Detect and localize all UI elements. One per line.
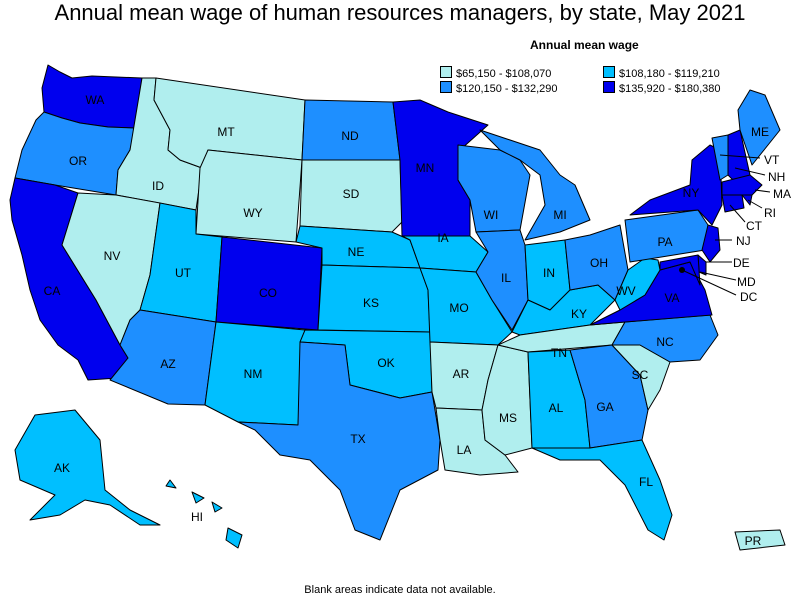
- label-LA: LA: [457, 443, 472, 457]
- label-SC: SC: [632, 368, 649, 382]
- legend-item-3: $120,150 - $132,290: [440, 81, 558, 95]
- label-CO: CO: [259, 286, 277, 300]
- legend-item-2: $108,180 - $119,210: [603, 66, 720, 80]
- state-MI[interactable]: [479, 129, 591, 241]
- legend-item-4: $135,920 - $180,380: [603, 81, 721, 95]
- label-ME: ME: [751, 125, 769, 139]
- label-WV: WV: [616, 284, 635, 298]
- label-NH: NH: [768, 170, 785, 184]
- label-WY: WY: [243, 206, 262, 220]
- label-AL: AL: [549, 401, 564, 415]
- label-AZ: AZ: [160, 357, 175, 371]
- label-ND: ND: [341, 129, 359, 143]
- label-TX: TX: [350, 432, 365, 446]
- state-SD[interactable]: [299, 159, 403, 233]
- state-CT[interactable]: [721, 194, 745, 213]
- label-CT: CT: [746, 219, 763, 233]
- label-NE: NE: [348, 245, 365, 259]
- label-IL: IL: [501, 271, 511, 285]
- label-IA: IA: [437, 231, 448, 245]
- state-WV[interactable]: [614, 257, 661, 311]
- state-PR[interactable]: [734, 529, 786, 551]
- state-WY[interactable]: [195, 149, 303, 243]
- legend-swatch-4: [603, 81, 615, 93]
- label-ID: ID: [152, 179, 164, 193]
- label-CA: CA: [44, 284, 61, 298]
- state-ME[interactable]: [737, 89, 781, 166]
- label-WI: WI: [484, 208, 499, 222]
- state-TX[interactable]: [237, 341, 441, 541]
- state-CO[interactable]: [215, 236, 323, 331]
- state-IL[interactable]: [475, 229, 529, 331]
- label-RI: RI: [764, 206, 776, 220]
- label-UT: UT: [175, 266, 192, 280]
- label-OH: OH: [590, 256, 608, 270]
- label-MD: MD: [737, 275, 756, 289]
- legend-swatch-1: [440, 66, 452, 78]
- label-NM: NM: [244, 367, 263, 381]
- label-NY: NY: [683, 186, 700, 200]
- state-RI[interactable]: [741, 194, 753, 206]
- label-NC: NC: [656, 335, 674, 349]
- label-NJ: NJ: [736, 234, 751, 248]
- label-OK: OK: [377, 356, 394, 370]
- label-VT: VT: [764, 153, 780, 167]
- label-PA: PA: [657, 235, 672, 249]
- label-WA: WA: [86, 93, 105, 107]
- leader-lines: [681, 154, 771, 296]
- legend-item-1: $65,150 - $108,070: [440, 66, 551, 80]
- state-FL[interactable]: [531, 439, 673, 541]
- legend-title: Annual mean wage: [530, 38, 639, 52]
- label-SD: SD: [343, 187, 360, 201]
- state-MA[interactable]: [721, 174, 763, 196]
- label-KY: KY: [571, 307, 587, 321]
- label-NV: NV: [104, 249, 121, 263]
- label-MT: MT: [217, 125, 235, 139]
- label-OR: OR: [69, 154, 87, 168]
- label-DE: DE: [733, 256, 750, 270]
- map-title: Annual mean wage of human resources mana…: [54, 0, 746, 25]
- label-VA: VA: [664, 291, 679, 305]
- state-MD[interactable]: [659, 254, 701, 286]
- state-NJ[interactable]: [701, 224, 721, 263]
- label-IN: IN: [543, 266, 555, 280]
- label-TN: TN: [551, 346, 567, 360]
- label-KS: KS: [363, 296, 379, 310]
- label-PR: PR: [745, 534, 762, 548]
- label-GA: GA: [596, 400, 613, 414]
- label-MN: MN: [416, 161, 435, 175]
- label-MA: MA: [773, 187, 791, 201]
- dc-marker: [679, 267, 685, 273]
- footnote: Blank areas indicate data not available.: [304, 584, 496, 596]
- state-HI[interactable]: [165, 479, 243, 549]
- legend-swatch-2: [603, 66, 615, 78]
- label-DC: DC: [740, 290, 758, 304]
- label-MI: MI: [553, 208, 566, 222]
- state-AK[interactable]: [14, 409, 161, 526]
- label-FL: FL: [639, 475, 653, 489]
- label-AK: AK: [54, 461, 70, 475]
- legend: Annual mean wage $65,150 - $108,070 $108…: [440, 38, 770, 98]
- label-MS: MS: [499, 411, 517, 425]
- label-AR: AR: [453, 367, 470, 381]
- label-HI: HI: [191, 510, 203, 524]
- legend-swatch-3: [440, 81, 452, 93]
- label-MO: MO: [449, 301, 468, 315]
